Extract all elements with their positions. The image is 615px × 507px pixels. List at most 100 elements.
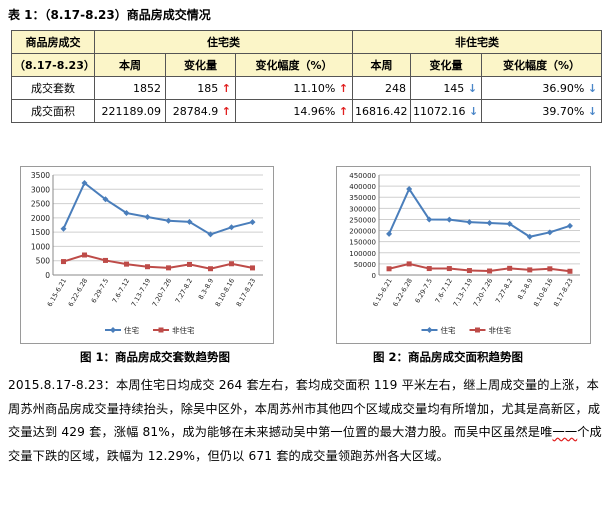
chart-1-caption: 图 1：商品房成交套数趋势图 xyxy=(80,350,231,364)
data-point xyxy=(466,268,472,274)
data-point xyxy=(103,257,108,263)
legend-label: 非住宅 xyxy=(489,325,512,335)
legend-marker xyxy=(426,327,433,333)
col-week: 本周 xyxy=(352,53,412,77)
row-label: 成交套数 xyxy=(11,76,95,100)
series-line xyxy=(63,253,253,270)
x-tick-label: 6.22-6.28 xyxy=(67,277,90,308)
data-point xyxy=(507,265,513,271)
paragraph-text-underlined: 一一 xyxy=(552,425,578,439)
y-tick-label: 1000 xyxy=(31,242,50,251)
arrow-down-icon: ↓ xyxy=(467,81,478,95)
x-tick-label: 8.10-8.16 xyxy=(214,277,237,308)
y-tick-label: 1500 xyxy=(31,228,50,237)
data-point xyxy=(567,268,573,274)
data-point xyxy=(406,261,412,267)
data-point xyxy=(166,265,171,271)
x-tick-label: 8.17-8.23 xyxy=(235,277,258,308)
non-week-value: 248 xyxy=(352,76,412,100)
x-tick-label: 7.20-7.26 xyxy=(472,277,495,308)
data-point xyxy=(566,222,573,229)
y-tick-label: 450000 xyxy=(349,172,376,180)
data-point xyxy=(207,231,214,238)
period-label: （8.17-8.23） xyxy=(11,53,95,77)
data-point xyxy=(187,261,192,267)
data-point xyxy=(60,225,67,232)
deals-area-line-chart: 0 50000 100000 150000 200000 250000 300000 3500… xyxy=(349,172,580,335)
col-change: 变化量 xyxy=(410,53,483,77)
arrow-up-icon: ↑ xyxy=(338,81,349,95)
chart-1-frame: 0 500 1000 1500 2000 2500 3000 3500 6.15-6.21 6.2… xyxy=(20,166,274,344)
x-tick-label: 8.10-8.16 xyxy=(532,277,555,308)
legend-marker xyxy=(158,327,164,333)
x-tick-label: 7.13-7.19 xyxy=(130,277,153,308)
data-point xyxy=(487,268,493,274)
x-tick-label: 7.13-7.19 xyxy=(452,277,475,308)
data-point xyxy=(446,266,452,272)
data-point xyxy=(526,233,533,240)
non-change-cell: 11072.16 ↓ xyxy=(410,99,483,123)
paragraph-text: 个成交量下跌的区域，跌幅为 12.29%，但仍以 671 套的成交量领跑苏州各大… xyxy=(8,425,602,463)
x-tick-label: 6.29-7.5 xyxy=(413,277,434,305)
data-point xyxy=(249,219,256,226)
col-change-pct: 变化幅度（%） xyxy=(234,53,354,77)
table-corner: 商品房成交 xyxy=(11,30,95,54)
data-point xyxy=(250,265,255,271)
arrow-down-icon: ↓ xyxy=(587,81,598,95)
group-nonresidential: 非住宅类 xyxy=(352,30,603,54)
y-tick-label: 2000 xyxy=(31,214,50,223)
data-point xyxy=(527,267,533,273)
arrow-up-icon: ↑ xyxy=(338,104,349,118)
res-change-value: 185 xyxy=(197,81,219,95)
non-change-value: 145 xyxy=(443,81,465,95)
y-tick-label: 0 xyxy=(372,272,376,280)
arrow-up-icon: ↑ xyxy=(221,81,231,95)
col-change: 变化量 xyxy=(165,53,236,77)
arrow-down-icon: ↓ xyxy=(587,104,598,118)
x-tick-label: 6.15-6.21 xyxy=(371,277,394,308)
x-tick-label: 8.17-8.23 xyxy=(552,277,575,308)
y-tick-label: 400000 xyxy=(349,183,376,191)
y-tick-label: 50000 xyxy=(354,261,376,269)
group-residential: 住宅类 xyxy=(93,30,354,54)
x-tick-label: 7.27-8.2 xyxy=(174,277,195,305)
legend-label: 非住宅 xyxy=(172,325,195,335)
y-tick-label: 0 xyxy=(45,271,50,280)
legend-label: 住宅 xyxy=(441,325,456,335)
arrow-up-icon: ↑ xyxy=(221,104,231,118)
non-week-value: 16816.42 xyxy=(352,99,412,123)
x-tick-label: 6.22-6.28 xyxy=(391,277,414,308)
y-tick-label: 250000 xyxy=(349,216,376,224)
res-week-value: 1852 xyxy=(94,76,166,100)
table-row: 成交面积 221189.09 28784.9 ↑ 14.96% ↑ 16816.… xyxy=(11,99,603,123)
y-tick-label: 500 xyxy=(36,257,51,266)
non-pct-value: 36.90% xyxy=(542,81,585,95)
data-point xyxy=(165,217,172,224)
x-tick-label: 7.6-7.12 xyxy=(111,277,132,305)
table-title: 表 1：（8.17-8.23）商品房成交情况 xyxy=(8,8,211,22)
table-row: 成交套数 1852 185 ↑ 11.10% ↑ 248 145 ↓ 36.90… xyxy=(11,76,603,100)
x-tick-label: 8.3-8.9 xyxy=(197,277,215,301)
y-tick-label: 300000 xyxy=(349,205,376,213)
data-point xyxy=(546,229,553,236)
data-point xyxy=(208,266,213,272)
res-pct-cell: 14.96% ↑ xyxy=(234,99,354,123)
legend-marker xyxy=(110,327,116,333)
data-point xyxy=(406,186,413,192)
series-line xyxy=(388,186,571,238)
data-point xyxy=(229,261,234,267)
chart-2-frame: 0 50000 100000 150000 200000 250000 300000 3500… xyxy=(336,166,591,344)
x-tick-label: 7.6-7.12 xyxy=(434,277,455,305)
data-point xyxy=(123,210,130,216)
res-change-value: 28784.9 xyxy=(172,104,219,118)
paragraph-text: 2015.8.17-8.23：本周住宅日均成交 264 套左右，套均成交面积 1… xyxy=(8,378,601,439)
y-tick-label: 3500 xyxy=(31,171,50,180)
res-week-value: 221189.09 xyxy=(94,99,166,123)
non-change-value: 11072.16 xyxy=(413,104,466,118)
series-line xyxy=(388,262,571,273)
col-week: 本周 xyxy=(94,53,166,77)
row-label: 成交面积 xyxy=(11,99,95,123)
y-tick-label: 200000 xyxy=(349,228,376,236)
col-change-pct: 变化幅度（%） xyxy=(481,53,603,77)
res-change-cell: 28784.9 ↑ xyxy=(165,99,236,123)
